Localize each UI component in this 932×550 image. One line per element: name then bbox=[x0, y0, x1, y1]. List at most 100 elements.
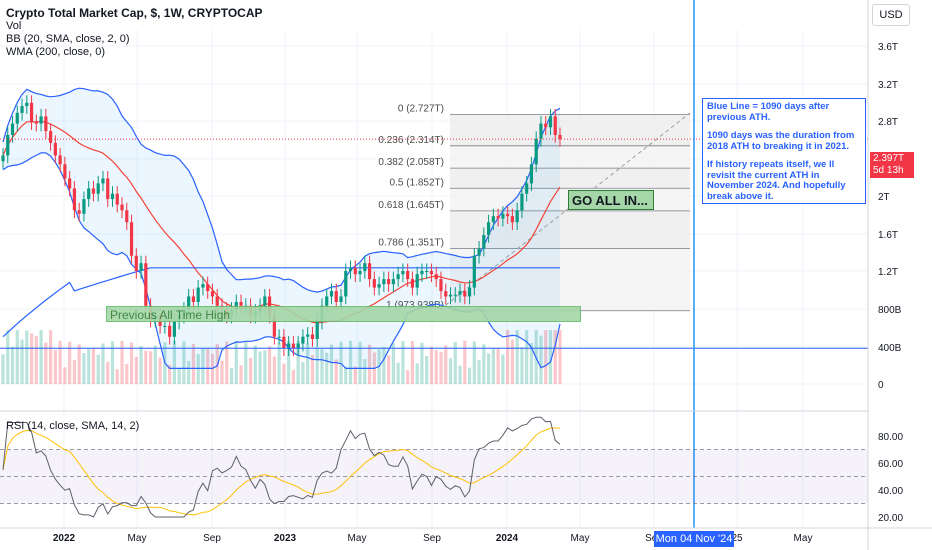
currency-button[interactable]: USD bbox=[872, 4, 910, 26]
indicator-wma[interactable]: WMA (200, close, 0) bbox=[6, 46, 106, 58]
volume-bar bbox=[120, 340, 124, 384]
go-all-in-label[interactable]: GO ALL IN... bbox=[568, 190, 654, 210]
candle-body bbox=[334, 291, 338, 302]
candle-body bbox=[63, 164, 67, 179]
candle-body bbox=[467, 287, 472, 297]
price-tick-label: 2.8T bbox=[878, 117, 898, 128]
bar-countdown: 5d 13h bbox=[873, 165, 904, 176]
rsi-tick-label: 20.00 bbox=[878, 513, 903, 524]
candle-body bbox=[391, 279, 395, 285]
candle-body bbox=[168, 325, 172, 337]
volume-bar bbox=[477, 360, 481, 384]
volume-bar bbox=[458, 365, 462, 384]
candle-body bbox=[410, 279, 415, 288]
candle-body bbox=[525, 183, 529, 194]
volume-bar bbox=[168, 364, 172, 384]
volume-bar bbox=[234, 340, 238, 384]
candle-body bbox=[420, 271, 424, 275]
candle-body bbox=[139, 263, 143, 271]
volume-bar bbox=[182, 341, 186, 384]
fib-level-label: 0.618 (1.645T) bbox=[378, 200, 444, 211]
volume-bar bbox=[439, 351, 443, 384]
candle-body bbox=[91, 188, 96, 194]
candle-body bbox=[486, 222, 491, 235]
volume-bar bbox=[467, 367, 472, 384]
volume-bar bbox=[448, 358, 453, 384]
volume-bar bbox=[6, 330, 10, 384]
time-tick-label: 2022 bbox=[53, 533, 76, 544]
volume-bar bbox=[148, 351, 153, 384]
volume-bar bbox=[206, 348, 210, 384]
candle-body bbox=[529, 164, 534, 184]
indicator-vol[interactable]: Vol bbox=[6, 20, 22, 32]
candle-body bbox=[239, 301, 243, 306]
price-tick-label: 3.6T bbox=[878, 42, 898, 53]
indicator-bb[interactable]: BB (20, SMA, close, 2, 0) bbox=[6, 33, 130, 45]
volume-bar bbox=[1, 354, 5, 384]
fib-level-label: 0 (2.727T) bbox=[398, 103, 444, 114]
candle-body bbox=[68, 178, 72, 189]
volume-bar bbox=[277, 342, 281, 384]
volume-bar bbox=[29, 333, 34, 384]
price-tick-label: 1.6T bbox=[878, 230, 898, 241]
fib-level-label: 0.786 (1.351T) bbox=[378, 237, 444, 248]
volume-bar bbox=[258, 351, 262, 384]
volume-bar bbox=[20, 339, 24, 384]
volume-bar bbox=[49, 330, 53, 384]
volume-bar bbox=[348, 340, 353, 384]
candle-body bbox=[115, 193, 119, 205]
volume-bar bbox=[44, 342, 48, 384]
volume-bar bbox=[553, 330, 557, 384]
candle-body bbox=[215, 296, 219, 306]
volume-bar bbox=[201, 348, 205, 384]
time-tick-label: May bbox=[571, 533, 590, 544]
note-line: 1090 days was the duration from 2018 ATH… bbox=[707, 130, 855, 152]
volume-bar bbox=[482, 344, 486, 384]
volume-bar bbox=[25, 330, 29, 384]
volume-bar bbox=[244, 342, 248, 384]
volume-bar bbox=[153, 345, 157, 384]
volume-bar bbox=[539, 335, 543, 384]
volume-bar bbox=[134, 356, 138, 384]
volume-bar bbox=[515, 330, 519, 384]
candle-body bbox=[472, 255, 476, 288]
time-tick-label: 2024 bbox=[496, 533, 519, 544]
volume-bar bbox=[15, 330, 19, 384]
candle-body bbox=[458, 291, 462, 295]
time-tick-label: Sep bbox=[423, 533, 441, 544]
volume-bar bbox=[68, 341, 72, 384]
candle-body bbox=[477, 248, 481, 256]
candle-body bbox=[96, 183, 100, 194]
volume-bar bbox=[410, 340, 415, 384]
note-line: Blue Line = 1090 days after previous ATH… bbox=[707, 101, 830, 123]
volume-bar bbox=[272, 356, 276, 384]
previous-ath-zone[interactable]: Previous All Time High bbox=[106, 306, 581, 322]
candle-body bbox=[53, 142, 57, 156]
candle-body bbox=[210, 291, 215, 297]
price-tick-label: 800B bbox=[878, 305, 902, 316]
candle-body bbox=[282, 336, 286, 349]
volume-bar bbox=[415, 363, 419, 384]
candle-body bbox=[310, 334, 315, 340]
volume-bar bbox=[363, 359, 367, 384]
volume-bar bbox=[344, 366, 348, 384]
time-tick-label: May bbox=[794, 533, 813, 544]
text-note[interactable]: Blue Line = 1090 days after previous ATH… bbox=[702, 98, 866, 204]
volume-bar bbox=[82, 353, 86, 384]
volume-bar bbox=[125, 364, 129, 384]
candle-body bbox=[120, 204, 124, 211]
volume-bar bbox=[463, 340, 467, 384]
rsi-tick-label: 60.00 bbox=[878, 459, 903, 470]
volume-bar bbox=[239, 365, 243, 384]
candle-body bbox=[406, 271, 410, 280]
fib-band bbox=[450, 145, 690, 169]
volume-bar bbox=[429, 346, 434, 384]
candle-body bbox=[558, 134, 562, 139]
candle-body bbox=[277, 336, 281, 338]
volume-bar bbox=[315, 347, 319, 384]
candle-body bbox=[58, 155, 62, 165]
volume-bar bbox=[10, 346, 15, 384]
candle-body bbox=[77, 210, 81, 214]
candle-body bbox=[296, 343, 300, 349]
